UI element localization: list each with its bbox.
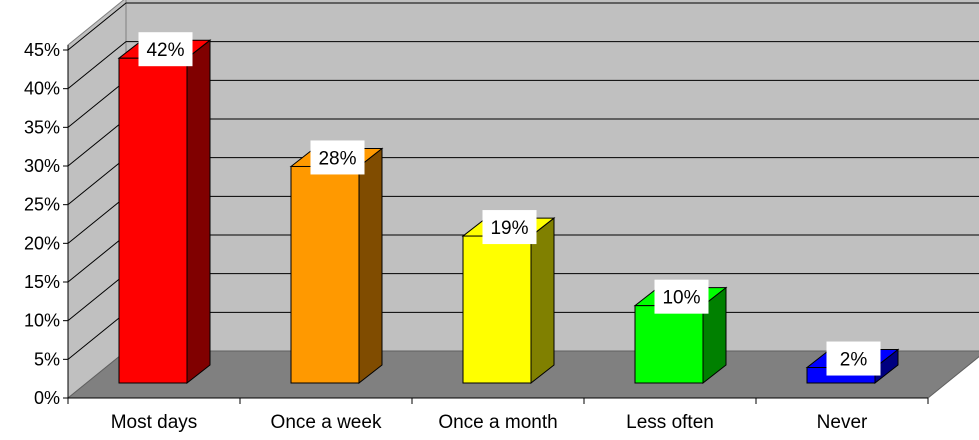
- bar-side: [358, 147, 383, 385]
- gridline: [67, 41, 979, 90]
- x-axis-categories: Most days Once a week Once a month Less oft…: [111, 412, 868, 433]
- x-category-label: Once a month: [438, 412, 557, 433]
- data-label: 19%: [490, 218, 528, 239]
- data-label: 28%: [318, 148, 356, 169]
- bar-front: [118, 57, 188, 384]
- bar-1: [117, 39, 212, 385]
- x-category-label: Once a week: [271, 412, 382, 433]
- data-label-box: [138, 32, 193, 67]
- y-tick-label: 5%: [34, 349, 60, 369]
- gridline: [67, 2, 979, 51]
- x-category-label: Never: [817, 412, 868, 433]
- y-tick-label: 15%: [24, 272, 60, 292]
- y-tick-label: 0%: [34, 388, 60, 408]
- bar-front: [290, 165, 360, 384]
- bar-side: [186, 39, 211, 385]
- data-label: 42%: [146, 40, 184, 61]
- left-wall: [67, 0, 127, 400]
- data-label: 10%: [662, 288, 700, 309]
- y-tick-label: 40%: [24, 79, 60, 99]
- y-tick-label: 45%: [24, 40, 60, 60]
- y-tick-label: 10%: [24, 311, 60, 331]
- y-axis-ticks: 0% 5% 10% 15% 20% 25% 30% 35% 40% 45%: [24, 40, 60, 408]
- axes: [63, 45, 929, 404]
- data-label: 2%: [840, 350, 868, 371]
- y-tick-label: 35%: [24, 117, 60, 137]
- data-label-box: [482, 210, 537, 245]
- data-label-box: [310, 140, 365, 175]
- data-label-box: [654, 279, 709, 314]
- data-labels: 42% 28% 19% 10% 2%: [138, 32, 881, 376]
- bar-2: [289, 147, 384, 385]
- x-category-label: Less often: [626, 412, 714, 433]
- data-label-box: [826, 341, 881, 376]
- bar-front: [462, 235, 532, 384]
- y-tick-label: 25%: [24, 195, 60, 215]
- y-tick-label: 30%: [24, 156, 60, 176]
- x-category-label: Most days: [111, 412, 198, 433]
- y-tick-label: 20%: [24, 233, 60, 253]
- bar-front: [634, 305, 704, 384]
